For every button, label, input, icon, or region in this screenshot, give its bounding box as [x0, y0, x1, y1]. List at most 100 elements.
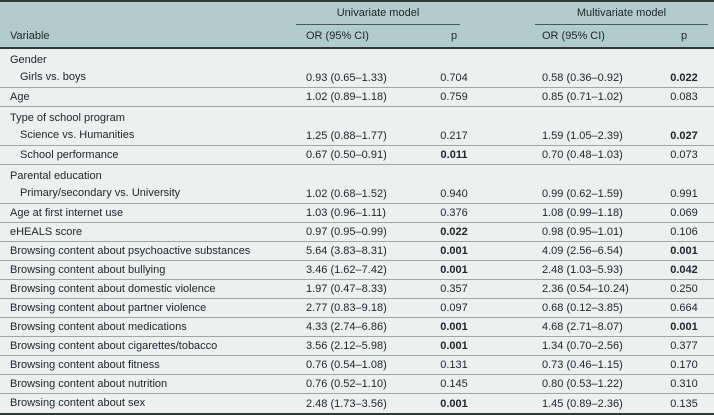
- variable-cell: Parental education Primary/secondary vs. …: [0, 165, 292, 203]
- variable-column-header: Variable: [10, 30, 50, 42]
- table-row: Browsing content about medications 4.33 (…: [0, 318, 714, 337]
- univariate-or-value: 0.67 (0.50–0.91): [306, 149, 387, 161]
- multivariate-or-value: 0.80 (0.53–1.22): [542, 378, 623, 390]
- variable-cell: Type of school program Science vs. Humani…: [0, 107, 292, 145]
- variable-sublabel: Primary/secondary vs. University: [20, 187, 181, 199]
- univariate-p-column-header: p: [450, 30, 458, 42]
- table-header: Univariate model Multivariate model Vari…: [0, 2, 714, 47]
- multivariate-p-column-header: p: [680, 30, 688, 42]
- table-row: Browsing content about sex 2.48 (1.73–3.5…: [0, 394, 714, 413]
- table-row: Age at first internet use 1.03 (0.96–1.11…: [0, 204, 714, 223]
- variable-label: Browsing content about medications: [10, 320, 187, 333]
- univariate-p-value: 0.131: [440, 359, 468, 371]
- univariate-p-value: 0.097: [440, 302, 468, 314]
- variable-label: Age at first internet use: [10, 206, 124, 219]
- header-body-rule: [0, 47, 714, 49]
- univariate-or-value: 1.03 (0.96–1.11): [306, 207, 386, 219]
- multivariate-p-value: 0.106: [670, 226, 698, 238]
- univariate-p-value: 0.940: [440, 188, 468, 200]
- variable-cell: Age: [0, 89, 292, 106]
- multivariate-p-value: 0.170: [670, 359, 698, 371]
- multivariate-p-value: 0.069: [670, 207, 698, 219]
- table-row: Gender Girls vs. boys 0.93 (0.65–1.33) 0.70…: [0, 49, 714, 88]
- variable-group-label: Gender: [10, 54, 47, 66]
- table-row: Browsing content about domestic violence…: [0, 280, 714, 299]
- variable-label: Browsing content about bullying: [10, 263, 166, 276]
- multivariate-p-value: 0.991: [670, 188, 698, 200]
- table-row: Browsing content about cigarettes/tobacc…: [0, 337, 714, 356]
- variable-label: Browsing content about partner violence: [10, 301, 207, 314]
- multivariate-or-value: 2.36 (0.54–10.24): [542, 283, 629, 295]
- table-row: Browsing content about psychoactive subs…: [0, 242, 714, 261]
- univariate-model-header: Univariate model: [296, 2, 460, 25]
- multivariate-p-value: 0.001: [670, 321, 698, 333]
- variable-label: Browsing content about cigarettes/tobacc…: [10, 339, 218, 352]
- univariate-p-value: 0.001: [440, 340, 468, 352]
- variable-cell: Browsing content about psychoactive subs…: [0, 243, 292, 260]
- univariate-p-value: 0.011: [440, 149, 468, 161]
- variable-cell: Browsing content about partner violence: [0, 300, 292, 317]
- univariate-or-value: 2.48 (1.73–3.56): [306, 397, 387, 410]
- variable-sublabel: Girls vs. boys: [20, 71, 87, 83]
- multivariate-or-value: 0.70 (0.48–1.03): [542, 149, 623, 161]
- table-row: Browsing content about fitness 0.76 (0.54…: [0, 356, 714, 375]
- multivariate-p-value: 0.135: [670, 397, 698, 410]
- table-row: Age 1.02 (0.89–1.18) 0.759 0.85 (0.71–1.02)…: [0, 88, 714, 107]
- model-group-header-row: Univariate model Multivariate model: [0, 2, 714, 25]
- table-row: eHEALS score 0.97 (0.95–0.99) 0.022 0.98 (0…: [0, 223, 714, 242]
- multivariate-or-value: 0.99 (0.62–1.59): [542, 188, 623, 200]
- univariate-or-value: 5.64 (3.83–8.31): [306, 245, 387, 257]
- univariate-p-value: 0.001: [440, 321, 468, 333]
- variable-label: Browsing content about domestic violence: [10, 282, 216, 295]
- univariate-or-value: 1.02 (0.68–1.52): [306, 188, 387, 200]
- table-row: School performance 0.67 (0.50–0.91) 0.011 0…: [0, 146, 714, 165]
- variable-label: Browsing content about fitness: [10, 358, 160, 371]
- univariate-p-value: 0.704: [440, 72, 468, 84]
- univariate-p-value: 0.001: [440, 245, 468, 257]
- variable-cell: School performance: [0, 147, 292, 164]
- univariate-or-value: 1.25 (0.88–1.77): [306, 130, 387, 142]
- multivariate-or-value: 2.48 (1.03–5.93): [542, 264, 623, 276]
- table-bottom-rule: [0, 413, 714, 415]
- multivariate-p-value: 0.022: [670, 72, 698, 84]
- multivariate-or-value: 1.45 (0.89–2.36): [542, 397, 623, 410]
- multivariate-or-value: 0.58 (0.36–0.92): [542, 72, 623, 84]
- univariate-or-value: 3.56 (2.12–5.98): [306, 340, 387, 352]
- multivariate-or-value: 4.68 (2.71–8.07): [542, 321, 623, 333]
- variable-group-label: Parental education: [10, 170, 102, 182]
- multivariate-p-value: 0.073: [670, 149, 698, 161]
- variable-label: Browsing content about sex: [10, 397, 146, 409]
- multivariate-or-value: 1.34 (0.70–2.56): [542, 340, 623, 352]
- table-body: Gender Girls vs. boys 0.93 (0.65–1.33) 0.70…: [0, 49, 714, 413]
- univariate-or-value: 0.93 (0.65–1.33): [306, 72, 387, 84]
- multivariate-or-value: 1.08 (0.99–1.18): [542, 207, 623, 219]
- variable-sublabel: Science vs. Humanities: [20, 129, 135, 141]
- multivariate-model-header: Multivariate model: [535, 2, 708, 25]
- multivariate-p-value: 0.042: [670, 264, 698, 276]
- variable-cell: eHEALS score: [0, 224, 292, 241]
- table-row: Type of school program Science vs. Humani…: [0, 107, 714, 146]
- univariate-p-value: 0.001: [440, 264, 468, 276]
- multivariate-or-value: 0.73 (0.46–1.15): [542, 359, 623, 371]
- univariate-or-value: 4.33 (2.74–6.86): [306, 321, 387, 333]
- column-header-row: Variable OR (95% CI) p OR (95% CI) p: [0, 25, 714, 47]
- multivariate-or-value: 0.98 (0.95–1.01): [542, 226, 623, 238]
- univariate-or-value: 0.76 (0.54–1.08): [306, 359, 387, 371]
- column-gap: [488, 25, 524, 47]
- table-row: Browsing content about nutrition 0.76 (0.…: [0, 375, 714, 394]
- multivariate-p-value: 0.083: [670, 91, 698, 103]
- univariate-p-value: 0.376: [440, 207, 468, 219]
- multivariate-p-value: 0.664: [670, 302, 698, 314]
- multivariate-or-value: 4.09 (2.56–6.54): [542, 245, 623, 257]
- multivariate-or-column-header: OR (95% CI): [542, 30, 605, 42]
- variable-label: Age: [10, 90, 30, 103]
- variable-label: eHEALS score: [10, 225, 83, 238]
- multivariate-p-value: 0.250: [670, 283, 698, 295]
- multivariate-or-value: 0.85 (0.71–1.02): [542, 91, 623, 103]
- variable-cell: Browsing content about nutrition: [0, 376, 292, 393]
- multivariate-or-value: 0.68 (0.12–3.85): [542, 302, 623, 314]
- univariate-p-value: 0.217: [440, 130, 468, 142]
- univariate-or-value: 1.97 (0.47–8.33): [306, 283, 387, 295]
- variable-cell: Browsing content about cigarettes/tobacc…: [0, 338, 292, 355]
